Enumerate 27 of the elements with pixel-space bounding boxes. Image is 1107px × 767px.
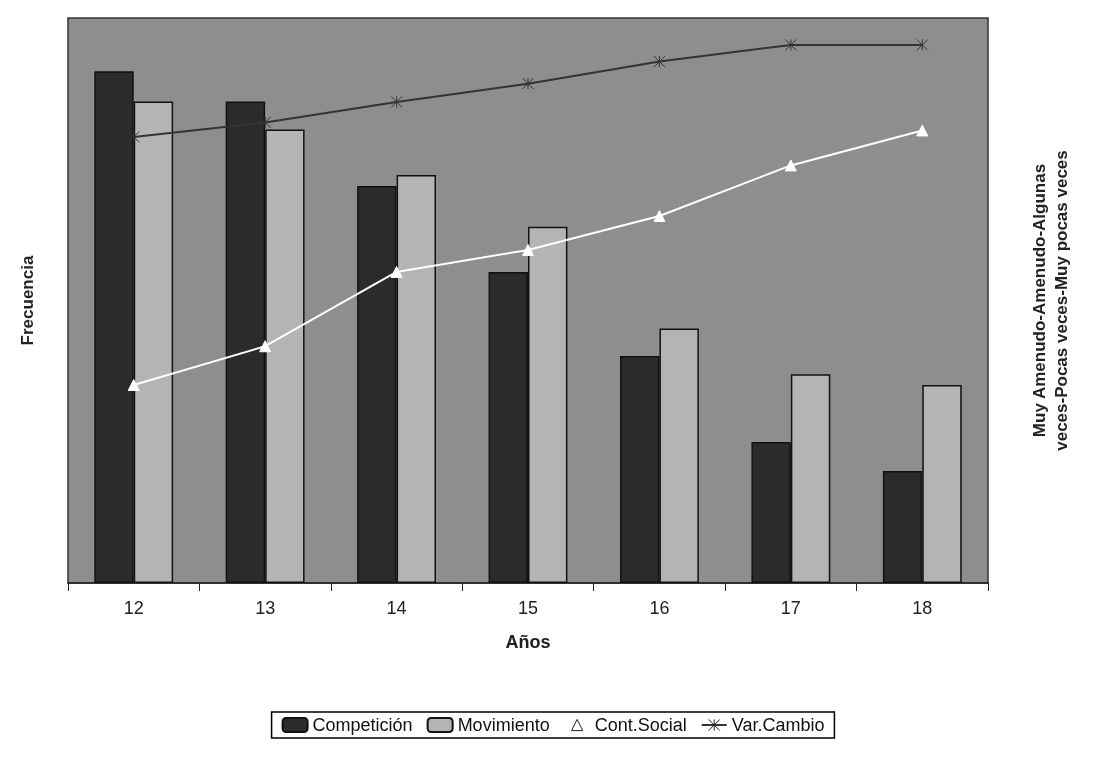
- point: [784, 38, 797, 51]
- point: [522, 77, 534, 90]
- legend-label: Cont.Social: [594, 715, 687, 735]
- y-axis-title: Frecuencia: [17, 255, 37, 346]
- point: [916, 124, 929, 137]
- point: [127, 378, 140, 391]
- point: [784, 159, 797, 172]
- x-tick-label: 18: [912, 598, 933, 618]
- x-axis-title: Años: [505, 632, 551, 652]
- point: [522, 243, 534, 256]
- x-tick-label: 15: [517, 598, 539, 618]
- x-tick-label: 17: [780, 598, 801, 618]
- x-tick-label: 14: [386, 598, 407, 618]
- point: [390, 95, 403, 108]
- x-tick-label: 16: [649, 598, 670, 618]
- x-tick-label: 12: [123, 598, 144, 618]
- legend-label: Var.Cambio: [731, 715, 825, 735]
- x-tick-label: 13: [255, 598, 276, 618]
- y2-axis-title: Muy Amenudo-Amenudo-Algunas veces-Pocas veces-Muy pocas veces: [1029, 150, 1071, 451]
- point: [653, 55, 666, 68]
- legend-label: Competición: [312, 715, 413, 735]
- point: [259, 340, 272, 353]
- point: [916, 38, 929, 51]
- point: [259, 116, 272, 129]
- legend-label: Movimiento: [457, 715, 550, 735]
- point: [653, 210, 666, 223]
- point: [390, 265, 403, 278]
